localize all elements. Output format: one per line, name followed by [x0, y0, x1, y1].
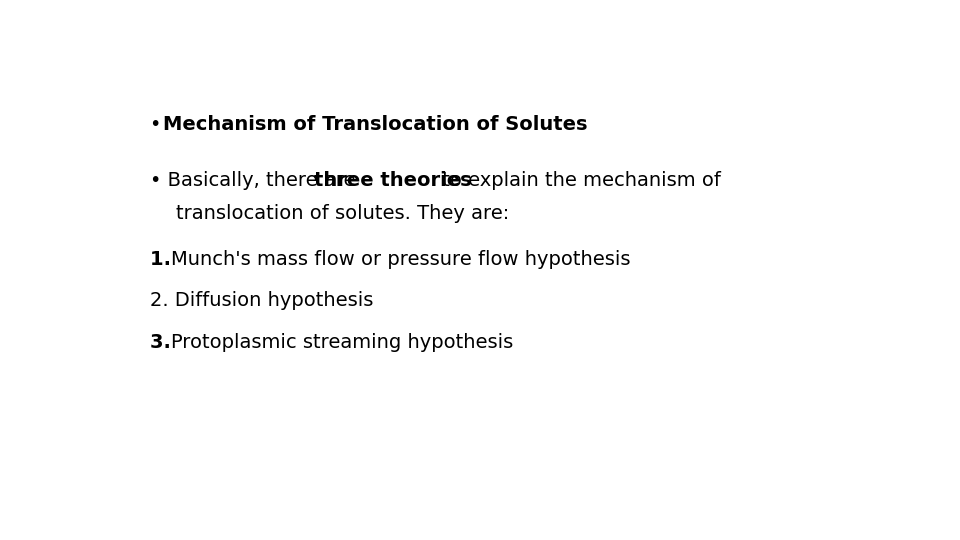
Text: Mechanism of Translocation of Solutes: Mechanism of Translocation of Solutes	[163, 114, 588, 134]
Text: 2. Diffusion hypothesis: 2. Diffusion hypothesis	[150, 292, 373, 310]
Text: 3.: 3.	[150, 333, 178, 352]
Text: Protoplasmic streaming hypothesis: Protoplasmic streaming hypothesis	[171, 333, 514, 352]
Text: three theories: three theories	[314, 171, 471, 190]
Text: 1.: 1.	[150, 250, 178, 269]
Text: •: •	[150, 114, 167, 134]
Text: to explain the mechanism of: to explain the mechanism of	[436, 171, 721, 190]
Text: • Basically, there are: • Basically, there are	[150, 171, 362, 190]
Text: translocation of solutes. They are:: translocation of solutes. They are:	[176, 204, 509, 223]
Text: Munch's mass flow or pressure flow hypothesis: Munch's mass flow or pressure flow hypot…	[171, 250, 631, 269]
